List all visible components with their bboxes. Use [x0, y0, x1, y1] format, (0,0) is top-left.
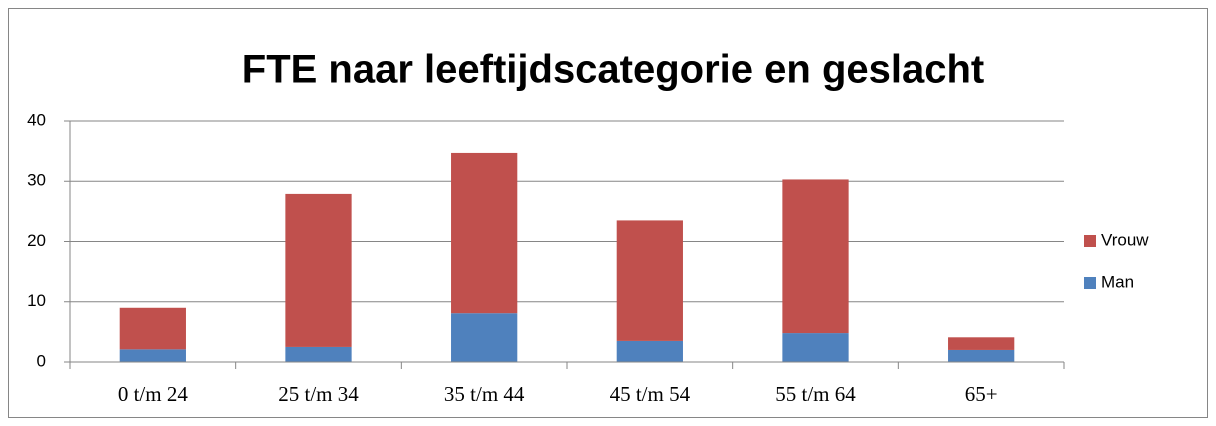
- y-tick-label: 0: [37, 351, 46, 370]
- chart-title: FTE naar leeftijdscategorie en geslacht: [242, 48, 984, 92]
- legend-label: Vrouw: [1101, 230, 1149, 249]
- bar-segment: [285, 193, 352, 347]
- y-tick-label: 30: [27, 171, 46, 190]
- bar-segment: [782, 333, 849, 362]
- bar-segment: [119, 307, 186, 350]
- x-tick-label: 35 t/m 44: [444, 382, 525, 406]
- x-tick-label: 65+: [965, 382, 998, 406]
- x-tick-label: 0 t/m 24: [118, 382, 189, 406]
- bar-segment: [119, 349, 186, 362]
- y-tick-label: 10: [27, 291, 46, 310]
- bar-segment: [616, 340, 683, 362]
- x-tick-label: 25 t/m 34: [278, 382, 359, 406]
- y-tick-label: 20: [27, 231, 46, 250]
- bar-segment: [451, 313, 518, 362]
- bar-segment: [285, 346, 352, 362]
- x-tick-label: 55 t/m 64: [775, 382, 856, 406]
- bar-segment: [948, 337, 1015, 350]
- bar-segment: [782, 179, 849, 334]
- bar-segment: [451, 152, 518, 314]
- bar-segment: [948, 349, 1015, 362]
- legend-label: Man: [1101, 272, 1134, 291]
- y-tick-label: 40: [27, 110, 46, 129]
- legend-swatch: [1084, 235, 1096, 247]
- x-tick-label: 45 t/m 54: [610, 382, 691, 406]
- legend-swatch: [1084, 277, 1096, 289]
- bar-segment: [616, 220, 683, 341]
